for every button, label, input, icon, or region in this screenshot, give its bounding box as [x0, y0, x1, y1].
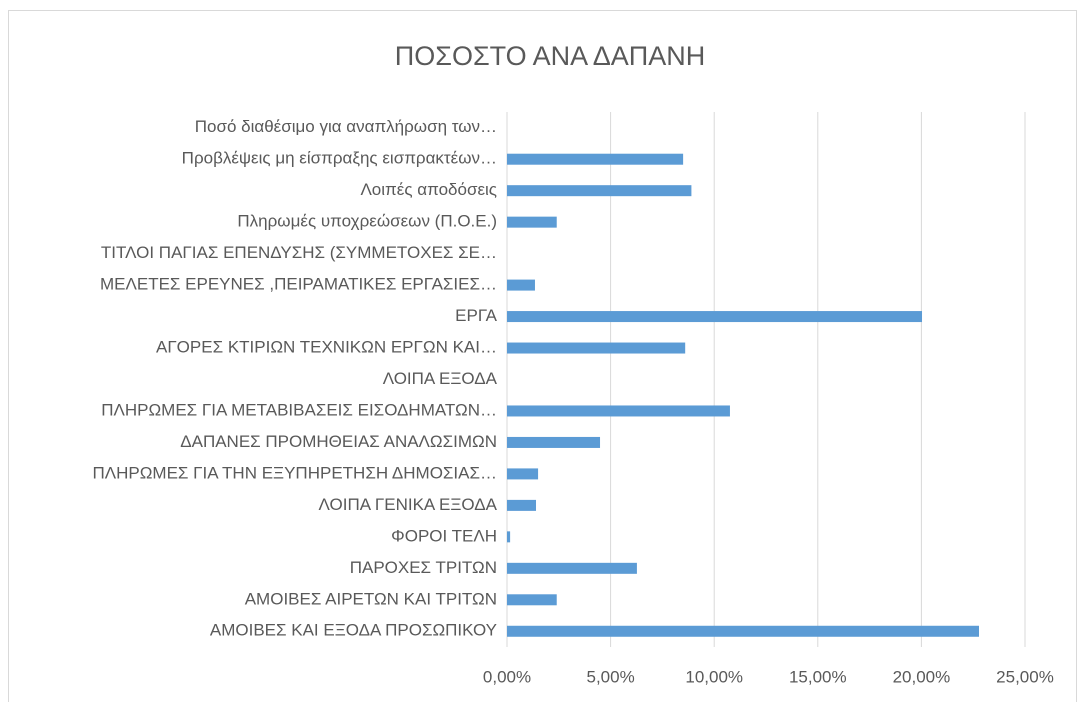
y-tick-label: Ποσό διαθέσιμο για αναπλήρωση των…: [195, 117, 497, 136]
bar: [507, 185, 692, 197]
y-tick-label: ΔΑΠΑΝΕΣ ΠΡΟΜΗΘΕΙΑΣ ΑΝΑΛΩΣΙΜΩΝ: [180, 432, 497, 451]
bar: [507, 279, 535, 291]
y-tick-label: ΠΑΡΟΧΕΣ ΤΡΙΤΩΝ: [350, 558, 497, 577]
y-tick-label: ΛΟΙΠΑ ΓΕΝΙΚΑ ΕΞΟΔΑ: [319, 495, 498, 514]
y-tick-label: ΛΟΙΠΑ ΕΞΟΔΑ: [383, 369, 498, 388]
x-tick-label: 0,00%: [483, 667, 531, 686]
bar: [507, 562, 637, 574]
bar: [507, 311, 923, 323]
y-tick-label: ΦΟΡΟΙ ΤΕΛΗ: [391, 526, 497, 545]
bar: [507, 468, 539, 480]
bar: [507, 153, 684, 165]
bar: [507, 499, 537, 511]
chart-border: [8, 10, 1077, 702]
x-tick-label: 20,00%: [893, 667, 951, 686]
y-tick-label: ΜΕΛΕΤΕΣ ΕΡΕΥΝΕΣ ,ΠΕΙΡΑΜΑΤΙΚΕΣ ΕΡΓΑΣΙΕΣ…: [100, 275, 497, 294]
bar: [507, 531, 511, 543]
chart-title: ΠΟΣΟΣΤΟ ΑΝΑ ΔΑΠΑΝΗ: [395, 41, 706, 71]
y-tick-label: ΠΛΗΡΩΜΕΣ ΓΙΑ ΤΗΝ ΕΞΥΠΗΡΕΤΗΣΗ ΔΗΜΟΣΙΑΣ…: [92, 463, 497, 482]
bar: [507, 216, 557, 228]
x-tick-label: 15,00%: [789, 667, 847, 686]
bar: [507, 625, 980, 637]
y-tick-label: ΑΓΟΡΕΣ ΚΤΙΡΙΩΝ ΤΕΧΝΙΚΩΝ ΕΡΓΩΝ ΚΑΙ…: [156, 338, 497, 357]
y-tick-label: ΠΛΗΡΩΜΕΣ ΓΙΑ ΜΕΤΑΒΙΒΑΣΕΙΣ ΕΙΣΟΔΗΜΑΤΩΝ…: [101, 400, 497, 419]
x-tick-label: 25,00%: [996, 667, 1054, 686]
y-tick-label: Λοιπές αποδόσεις: [360, 180, 497, 199]
x-tick-label: 5,00%: [586, 667, 634, 686]
bar: [507, 436, 601, 448]
y-tick-label: ΕΡΓΑ: [455, 306, 497, 325]
y-tick-label: ΤΙΤΛΟΙ ΠΑΓΙΑΣ ΕΠΕΝΔΥΣΗΣ (ΣΥΜΜΕΤΟΧΕΣ ΣΕ…: [101, 243, 497, 262]
bar: [507, 405, 730, 417]
y-tick-label: ΑΜΟΙΒΕΣ ΚΑΙ ΕΞΟΔΑ ΠΡΟΣΩΠΙΚΟΥ: [210, 621, 497, 640]
y-tick-label: ΑΜΟΙΒΕΣ ΑΙΡΕΤΩΝ ΚΑΙ ΤΡΙΤΩΝ: [245, 589, 497, 608]
y-tick-label: Πληρωμές υποχρεώσεων (Π.Ο.Ε.): [237, 212, 497, 231]
y-tick-label: Προβλέψεις μη είσπραξης εισπρακτέων…: [182, 149, 497, 168]
bar: [507, 594, 557, 606]
bar: [507, 342, 686, 354]
x-tick-label: 10,00%: [685, 667, 743, 686]
